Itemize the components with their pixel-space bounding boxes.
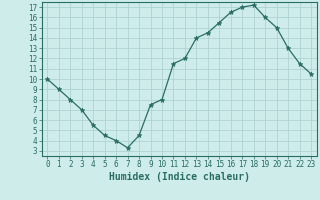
- X-axis label: Humidex (Indice chaleur): Humidex (Indice chaleur): [109, 172, 250, 182]
